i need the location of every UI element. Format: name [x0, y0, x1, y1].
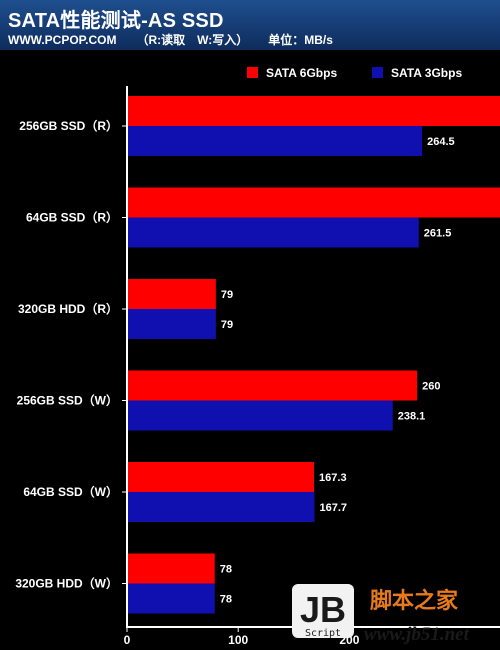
data-label: 78 — [220, 594, 232, 606]
category-label: 320GB HDD（R） — [18, 301, 118, 316]
watermark-logo-text: JB — [300, 589, 346, 630]
data-label: 238.1 — [398, 411, 426, 423]
x-tick-label: 0 — [124, 633, 131, 647]
data-label: 260 — [422, 381, 440, 393]
bar-sata-6gbps — [128, 462, 315, 492]
category-label: 256GB SSD（W） — [17, 393, 118, 408]
category-label: 256GB SSD（R） — [19, 118, 118, 133]
x-tick-label: 100 — [228, 633, 248, 647]
category-label: 64GB SSD（R） — [26, 210, 118, 225]
data-label: 261.5 — [424, 228, 452, 240]
legend-swatch-sata-6gbps — [247, 67, 258, 78]
bar-sata-3gbps — [128, 583, 215, 614]
legend-swatch-sata-3gbps — [372, 67, 383, 78]
chart-subtitle: WWW.PCPOP.COM （R:读取 W:写入） 单位：MB/s — [8, 31, 353, 48]
chart-legend: SATA 6Gbps SATA 3Gbps — [247, 66, 462, 80]
watermark-logo-sub: Script — [305, 628, 341, 639]
data-label: 78 — [220, 564, 232, 576]
legend-label-sata-6gbps: SATA 6Gbps — [266, 66, 337, 80]
bar-sata-6gbps — [128, 187, 500, 218]
bar-sata-6gbps — [128, 553, 215, 584]
watermark-chinese: 脚本之家 — [370, 588, 459, 614]
unit-note: 单位：MB/s — [268, 33, 333, 47]
data-label: 79 — [221, 289, 233, 301]
bar-sata-6gbps — [128, 96, 500, 126]
chart-header: SATA性能测试-AS SSD WWW.PCPOP.COM （R:读取 W:写入）… — [0, 0, 500, 50]
bar-sata-3gbps — [128, 400, 393, 431]
bar-sata-3gbps — [128, 126, 423, 156]
bar-sata-6gbps — [128, 279, 216, 309]
watermark-logo: JB Script — [292, 584, 354, 639]
category-label: 320GB HDD（W） — [15, 576, 118, 591]
category-label: 64GB SSD（W） — [23, 484, 118, 499]
bar-sata-3gbps — [128, 217, 419, 248]
data-label: 167.7 — [319, 502, 347, 514]
data-label: 167.3 — [319, 472, 347, 484]
bar-sata-3gbps — [128, 309, 216, 339]
bar-sata-6gbps — [128, 370, 418, 401]
data-label: 79 — [221, 319, 233, 331]
watermark-url: www.jb51.net — [364, 624, 470, 645]
legend-label-sata-3gbps: SATA 3Gbps — [391, 66, 462, 80]
chart-title: SATA性能测试-AS SSD — [8, 10, 224, 32]
bar-sata-3gbps — [128, 492, 315, 522]
site-url: WWW.PCPOP.COM — [8, 33, 117, 47]
watermark: JB Script 脚本之家 www.jb51.net — [292, 584, 470, 645]
data-label: 264.5 — [427, 136, 455, 148]
read-write-note: （R:读取 W:写入） — [136, 33, 249, 47]
